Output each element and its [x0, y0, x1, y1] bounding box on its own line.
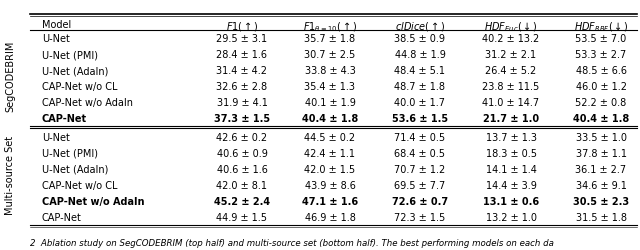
Text: 71.4 ± 0.5: 71.4 ± 0.5: [394, 133, 445, 143]
Text: 70.7 ± 1.2: 70.7 ± 1.2: [394, 165, 445, 175]
Text: CAP-Net w/o CL: CAP-Net w/o CL: [42, 181, 118, 191]
Text: 31.2 ± 2.1: 31.2 ± 2.1: [485, 50, 536, 60]
Text: 37.8 ± 1.1: 37.8 ± 1.1: [575, 149, 627, 159]
Text: 52.2 ± 0.8: 52.2 ± 0.8: [575, 98, 627, 108]
Text: 69.5 ± 7.7: 69.5 ± 7.7: [394, 181, 445, 191]
Text: 48.7 ± 1.8: 48.7 ± 1.8: [394, 82, 445, 92]
Text: 46.0 ± 1.2: 46.0 ± 1.2: [575, 82, 627, 92]
Text: 53.5 ± 7.0: 53.5 ± 7.0: [575, 34, 627, 44]
Text: 33.8 ± 4.3: 33.8 ± 4.3: [305, 66, 355, 76]
Text: 18.3 ± 0.5: 18.3 ± 0.5: [486, 149, 536, 159]
Text: 72.6 ± 0.7: 72.6 ± 0.7: [392, 197, 448, 207]
Text: 46.9 ± 1.8: 46.9 ± 1.8: [305, 213, 355, 223]
Text: 72.3 ± 1.5: 72.3 ± 1.5: [394, 213, 445, 223]
Text: 47.1 ± 1.6: 47.1 ± 1.6: [302, 197, 358, 207]
Text: 26.4 ± 5.2: 26.4 ± 5.2: [485, 66, 536, 76]
Text: 31.4 ± 4.2: 31.4 ± 4.2: [216, 66, 268, 76]
Text: U-Net (PMI): U-Net (PMI): [42, 50, 98, 60]
Text: 48.4 ± 5.1: 48.4 ± 5.1: [394, 66, 445, 76]
Text: $F1_{\theta=10}(\uparrow)$: $F1_{\theta=10}(\uparrow)$: [303, 20, 357, 34]
Text: CAP-Net: CAP-Net: [42, 114, 87, 124]
Text: Model: Model: [42, 20, 71, 30]
Text: 53.3 ± 2.7: 53.3 ± 2.7: [575, 50, 627, 60]
Text: 68.4 ± 0.5: 68.4 ± 0.5: [394, 149, 445, 159]
Text: 43.9 ± 8.6: 43.9 ± 8.6: [305, 181, 355, 191]
Text: 13.1 ± 0.6: 13.1 ± 0.6: [483, 197, 539, 207]
Text: 45.2 ± 2.4: 45.2 ± 2.4: [214, 197, 270, 207]
Text: 35.4 ± 1.3: 35.4 ± 1.3: [305, 82, 355, 92]
Text: 33.5 ± 1.0: 33.5 ± 1.0: [575, 133, 627, 143]
Text: 31.9 ± 4.1: 31.9 ± 4.1: [216, 98, 268, 108]
Text: CAP-Net w/o AdaIn: CAP-Net w/o AdaIn: [42, 197, 145, 207]
Text: 40.6 ± 0.9: 40.6 ± 0.9: [216, 149, 268, 159]
Text: 34.6 ± 9.1: 34.6 ± 9.1: [575, 181, 627, 191]
Text: 40.4 ± 1.8: 40.4 ± 1.8: [302, 114, 358, 124]
Text: Multi-source Set: Multi-source Set: [5, 136, 15, 214]
Text: 23.8 ± 11.5: 23.8 ± 11.5: [483, 82, 540, 92]
Text: U-Net: U-Net: [42, 133, 70, 143]
Text: 35.7 ± 1.8: 35.7 ± 1.8: [305, 34, 356, 44]
Text: $HDF_{RBF}(\downarrow)$: $HDF_{RBF}(\downarrow)$: [573, 20, 628, 34]
Text: U-Net (AdaIn): U-Net (AdaIn): [42, 165, 108, 175]
Text: 38.5 ± 0.9: 38.5 ± 0.9: [394, 34, 445, 44]
Text: 42.6 ± 0.2: 42.6 ± 0.2: [216, 133, 268, 143]
Text: U-Net (PMI): U-Net (PMI): [42, 149, 98, 159]
Text: CAP-Net: CAP-Net: [42, 213, 82, 223]
Text: 48.5 ± 6.6: 48.5 ± 6.6: [575, 66, 627, 76]
Text: 14.1 ± 1.4: 14.1 ± 1.4: [486, 165, 536, 175]
Text: 42.0 ± 1.5: 42.0 ± 1.5: [305, 165, 356, 175]
Text: $F1(\uparrow)$: $F1(\uparrow)$: [226, 20, 259, 33]
Text: $HDF_{Euc}(\downarrow)$: $HDF_{Euc}(\downarrow)$: [484, 20, 538, 34]
Text: U-Net (AdaIn): U-Net (AdaIn): [42, 66, 108, 76]
Text: 53.6 ± 1.5: 53.6 ± 1.5: [392, 114, 448, 124]
Text: SegCODEBRIM: SegCODEBRIM: [5, 40, 15, 112]
Text: 31.5 ± 1.8: 31.5 ± 1.8: [575, 213, 627, 223]
Text: 40.4 ± 1.8: 40.4 ± 1.8: [573, 114, 629, 124]
Text: 28.4 ± 1.6: 28.4 ± 1.6: [216, 50, 268, 60]
Text: 14.4 ± 3.9: 14.4 ± 3.9: [486, 181, 536, 191]
Text: 13.7 ± 1.3: 13.7 ± 1.3: [486, 133, 536, 143]
Text: 40.1 ± 1.9: 40.1 ± 1.9: [305, 98, 355, 108]
Text: 36.1 ± 2.7: 36.1 ± 2.7: [575, 165, 627, 175]
Text: 32.6 ± 2.8: 32.6 ± 2.8: [216, 82, 268, 92]
Text: CAP-Net w/o CL: CAP-Net w/o CL: [42, 82, 118, 92]
Text: 42.4 ± 1.1: 42.4 ± 1.1: [305, 149, 355, 159]
Text: 40.0 ± 1.7: 40.0 ± 1.7: [394, 98, 445, 108]
Text: 40.6 ± 1.6: 40.6 ± 1.6: [216, 165, 268, 175]
Text: 37.3 ± 1.5: 37.3 ± 1.5: [214, 114, 270, 124]
Text: 42.0 ± 8.1: 42.0 ± 8.1: [216, 181, 268, 191]
Text: 30.5 ± 2.3: 30.5 ± 2.3: [573, 197, 629, 207]
Text: 41.0 ± 14.7: 41.0 ± 14.7: [483, 98, 540, 108]
Text: 2  Ablation study on SegCODEBRIM (top half) and multi-source set (bottom half). : 2 Ablation study on SegCODEBRIM (top hal…: [30, 239, 554, 248]
Text: 13.2 ± 1.0: 13.2 ± 1.0: [486, 213, 536, 223]
Text: 40.2 ± 13.2: 40.2 ± 13.2: [483, 34, 540, 44]
Text: 21.7 ± 1.0: 21.7 ± 1.0: [483, 114, 539, 124]
Text: $clDice(\uparrow)$: $clDice(\uparrow)$: [395, 20, 445, 33]
Text: 44.5 ± 0.2: 44.5 ± 0.2: [305, 133, 356, 143]
Text: U-Net: U-Net: [42, 34, 70, 44]
Text: 44.9 ± 1.5: 44.9 ± 1.5: [216, 213, 268, 223]
Text: 29.5 ± 3.1: 29.5 ± 3.1: [216, 34, 268, 44]
Text: 30.7 ± 2.5: 30.7 ± 2.5: [305, 50, 356, 60]
Text: CAP-Net w/o AdaIn: CAP-Net w/o AdaIn: [42, 98, 133, 108]
Text: 44.8 ± 1.9: 44.8 ± 1.9: [395, 50, 445, 60]
